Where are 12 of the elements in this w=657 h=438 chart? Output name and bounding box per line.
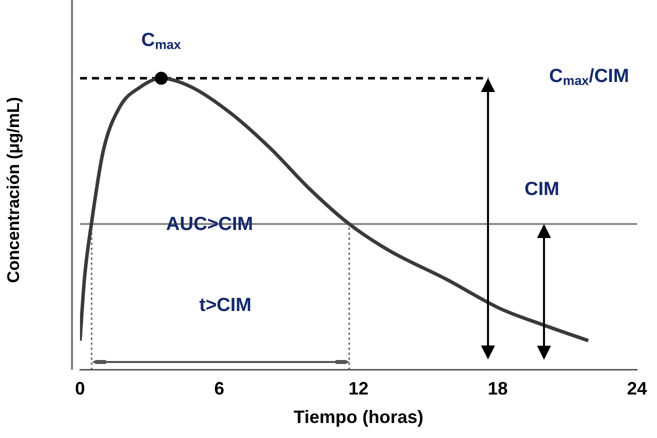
annotation: C$_{max}$/CIM: [549, 66, 630, 88]
x-axis-title: Tiempo (horas): [294, 407, 424, 428]
annotation: AUC>CIM: [166, 214, 254, 236]
x-tick-label: 12: [348, 378, 369, 399]
annotation: CIM: [524, 179, 560, 202]
x-tick-label: 24: [626, 378, 648, 399]
x-tick-label: 18: [488, 378, 508, 399]
annotation: C$_{max}$: [141, 30, 181, 52]
x-tick-label: 0: [74, 378, 86, 399]
x-tick-label: 6: [214, 378, 224, 399]
annotation: t>CIM: [199, 295, 252, 318]
y-axis-title: Concentración (μg/mL): [4, 96, 24, 284]
